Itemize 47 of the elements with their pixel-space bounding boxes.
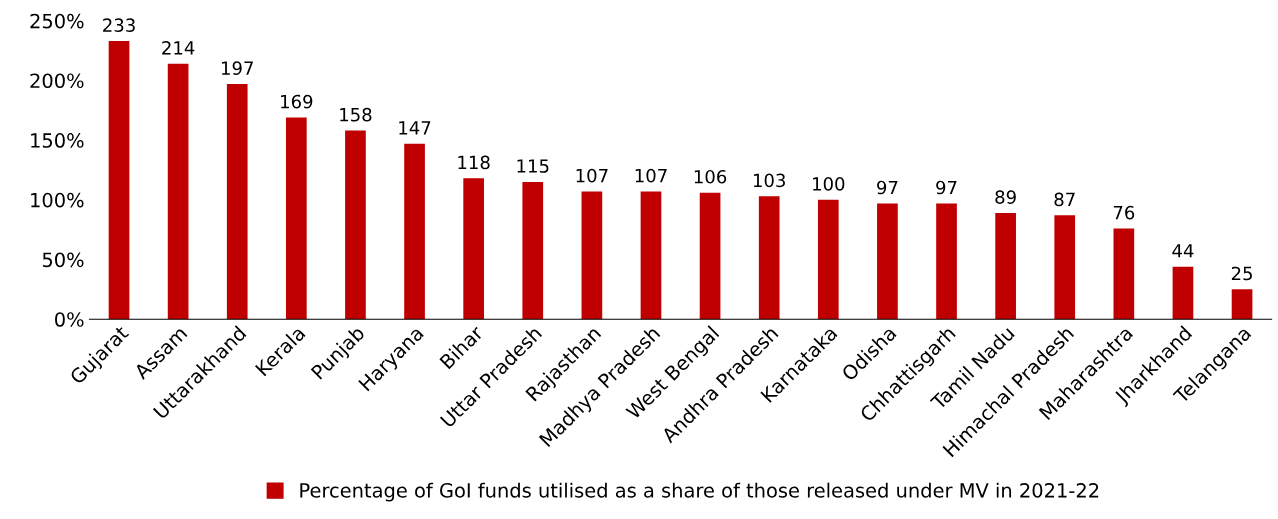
bar [817,199,839,320]
bar [936,203,957,320]
bar [758,196,780,320]
y-tick-label: 150% [31,133,84,148]
data-label: 147 [399,121,431,135]
data-label: 107 [576,168,608,183]
data-label: 214 [162,41,195,55]
y-tick-label: 50% [42,252,84,268]
data-label: 115 [517,159,549,173]
bar [877,203,898,320]
bar [581,191,603,320]
bar [285,117,307,320]
bar [995,212,1016,320]
y-tick-label: 100% [31,192,84,208]
data-label: 97 [936,180,957,195]
data-label: 103 [753,173,785,188]
bar [226,84,248,320]
y-tick-label: 0% [55,312,84,327]
legend-label: Percentage of GoI funds utilised as a share of those released under MV in 2021-22 [300,482,1099,502]
bar [1054,215,1076,320]
data-label: 197 [221,61,253,75]
bar [522,181,544,320]
y-tick-label: 200% [30,73,84,89]
data-label: 118 [458,155,490,170]
bar [167,63,189,320]
bar [404,143,425,320]
data-label: 107 [635,168,667,183]
data-label: 76 [1113,205,1135,220]
data-label: 89 [995,190,1016,204]
data-label: 87 [1054,192,1075,207]
bar [1113,228,1135,320]
bar [345,130,366,320]
data-label: 25 [1231,266,1252,281]
data-label: 97 [877,180,898,195]
data-label: 169 [281,94,313,109]
bar [1172,266,1194,320]
bar [640,191,662,320]
data-label: 158 [340,107,372,122]
bar [108,41,130,320]
bar [1231,289,1253,320]
y-tick-label: 250% [30,13,84,29]
data-label: 106 [694,169,727,184]
bar [699,192,721,320]
bar [463,178,484,320]
data-label: 100 [813,177,845,191]
data-label: 233 [103,18,135,32]
data-label: 44 [1172,244,1194,258]
